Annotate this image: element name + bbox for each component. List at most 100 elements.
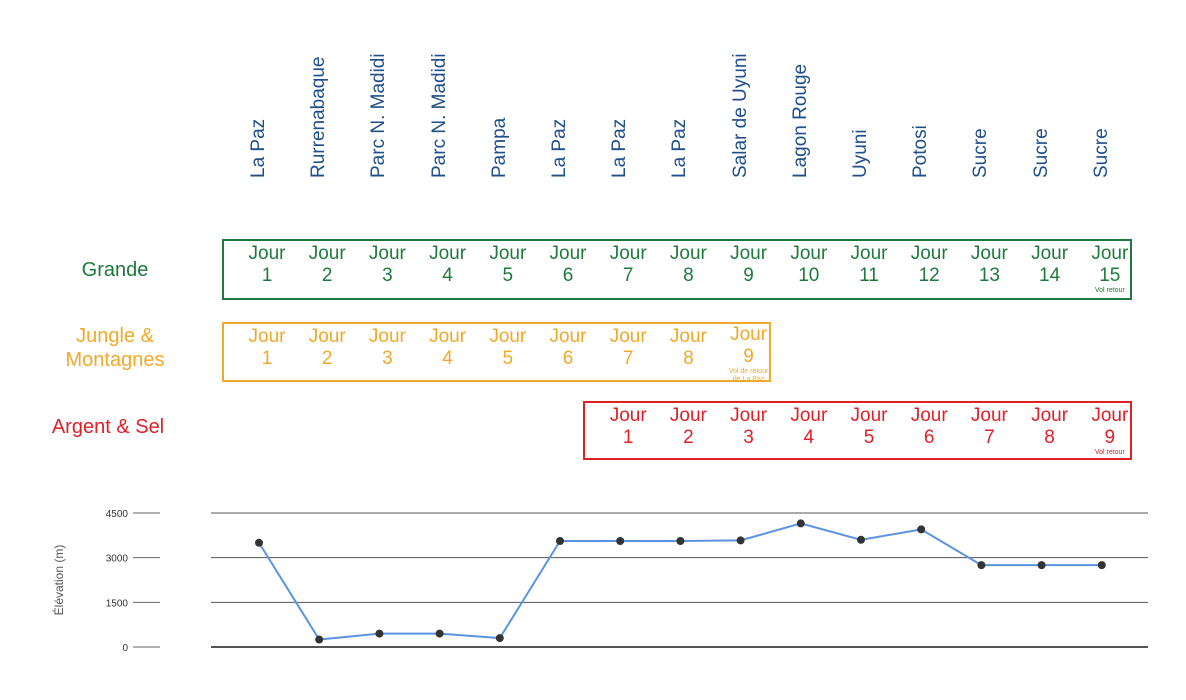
day-word: Jour: [970, 405, 1008, 426]
day-cell: Jour 14: [1020, 243, 1080, 287]
day-word: Jour: [429, 326, 467, 347]
day-cell: Jour 12: [899, 243, 959, 287]
day-cell: Jour 4: [779, 405, 839, 449]
day-number: 4: [803, 427, 815, 448]
day-cell: Jour 7: [598, 326, 658, 370]
day-cell: Jour 1: [598, 405, 658, 449]
day-word: Jour: [669, 243, 707, 264]
day-word: Jour: [489, 243, 527, 264]
day-word: Jour: [790, 405, 828, 426]
day-note: Vol de retour de La Paz: [728, 368, 769, 383]
day-word: Jour: [549, 243, 587, 264]
day-number: 8: [683, 348, 694, 369]
day-word: Jour: [1091, 405, 1129, 426]
day-word: Jour: [489, 326, 527, 347]
day-number: 1: [261, 348, 273, 369]
day-number: 9: [1104, 427, 1116, 448]
y-tick-label: 0: [122, 643, 128, 654]
tour-label-grande: Grande: [81, 259, 149, 281]
day-number: 4: [442, 348, 453, 369]
day-number: 15: [1099, 265, 1121, 286]
data-point: [556, 536, 564, 545]
day-cell: Jour 9 Vol retour: [1080, 405, 1140, 457]
day-number: 1: [261, 265, 273, 286]
day-number: 8: [683, 265, 694, 286]
day-number: 2: [683, 427, 694, 448]
tour-label-jungle: Jungle & Montagnes: [65, 325, 165, 371]
day-word: Jour: [368, 326, 406, 347]
day-number: 5: [502, 348, 514, 369]
day-word: Jour: [248, 243, 286, 264]
data-point: [375, 629, 384, 638]
day-word: Jour: [308, 326, 346, 347]
day-number: 7: [984, 427, 995, 448]
day-cell: Jour 5: [839, 405, 899, 449]
day-cell: Jour 9: [719, 243, 779, 287]
day-cell: Jour 8: [658, 326, 718, 370]
day-word: Jour: [1031, 243, 1069, 264]
day-word: Jour: [970, 243, 1008, 264]
day-word: Jour: [549, 326, 587, 347]
day-cell: Jour 11: [839, 243, 899, 287]
day-number: 10: [798, 265, 820, 286]
day-number: 3: [382, 265, 393, 286]
day-word: Jour: [850, 243, 888, 264]
day-number: 4: [442, 265, 453, 286]
day-number: 6: [923, 427, 935, 448]
data-point: [857, 535, 865, 544]
day-number: 5: [863, 427, 875, 448]
day-number: 6: [562, 265, 574, 286]
day-cell: Jour 1: [237, 326, 297, 370]
day-cell: Jour 8: [1020, 405, 1080, 449]
day-number: 12: [918, 265, 940, 286]
data-point: [917, 525, 926, 534]
day-cell: Jour 9 Vol de retour de La Paz: [719, 324, 779, 384]
tour-box-jungle: [222, 322, 771, 382]
y-axis-label: Élévation (m): [51, 545, 66, 616]
day-cell: Jour 7: [959, 405, 1019, 449]
day-cell: Jour 7: [598, 243, 658, 287]
day-number: 1: [622, 427, 634, 448]
tour-box-grande: [222, 239, 1132, 300]
day-number: 6: [562, 348, 574, 369]
day-word: Jour: [609, 405, 647, 426]
day-word: Jour: [730, 243, 768, 264]
day-number: 2: [321, 348, 333, 369]
day-number: 3: [743, 427, 754, 448]
data-point: [977, 561, 986, 570]
day-cell: Jour 1: [237, 243, 297, 287]
day-word: Jour: [790, 243, 828, 264]
tour-box-argent: [583, 401, 1132, 460]
y-tick-label: 4500: [106, 509, 129, 520]
day-word: Jour: [609, 326, 647, 347]
data-point: [796, 519, 805, 528]
day-cell: Jour 4: [418, 326, 478, 370]
day-word: Jour: [669, 326, 707, 347]
data-point: [1097, 561, 1106, 570]
day-number: 8: [1044, 427, 1055, 448]
day-cell: Jour 5: [478, 326, 538, 370]
day-number: 7: [622, 348, 634, 369]
day-word: Jour: [368, 243, 406, 264]
day-cell: Jour 4: [418, 243, 478, 287]
day-number: 7: [622, 265, 634, 286]
day-cell: Jour 2: [297, 326, 357, 370]
day-cell: Jour 6: [538, 326, 598, 370]
day-cell: Jour 6: [899, 405, 959, 449]
data-point: [1037, 561, 1046, 570]
day-number: 2: [321, 265, 333, 286]
data-point: [676, 536, 685, 545]
data-point: [435, 629, 444, 638]
day-note: Vol retour: [1094, 287, 1125, 294]
tour-label-argent: Argent & Sel: [51, 416, 165, 438]
day-cell: Jour 2: [658, 405, 718, 449]
data-point: [255, 538, 263, 547]
day-word: Jour: [730, 405, 768, 426]
day-cell: Jour 3: [357, 326, 417, 370]
data-point: [736, 536, 745, 545]
day-word: Jour: [730, 324, 768, 345]
day-cell: Jour 2: [297, 243, 357, 287]
day-word: Jour: [429, 243, 467, 264]
day-number: 3: [382, 348, 393, 369]
